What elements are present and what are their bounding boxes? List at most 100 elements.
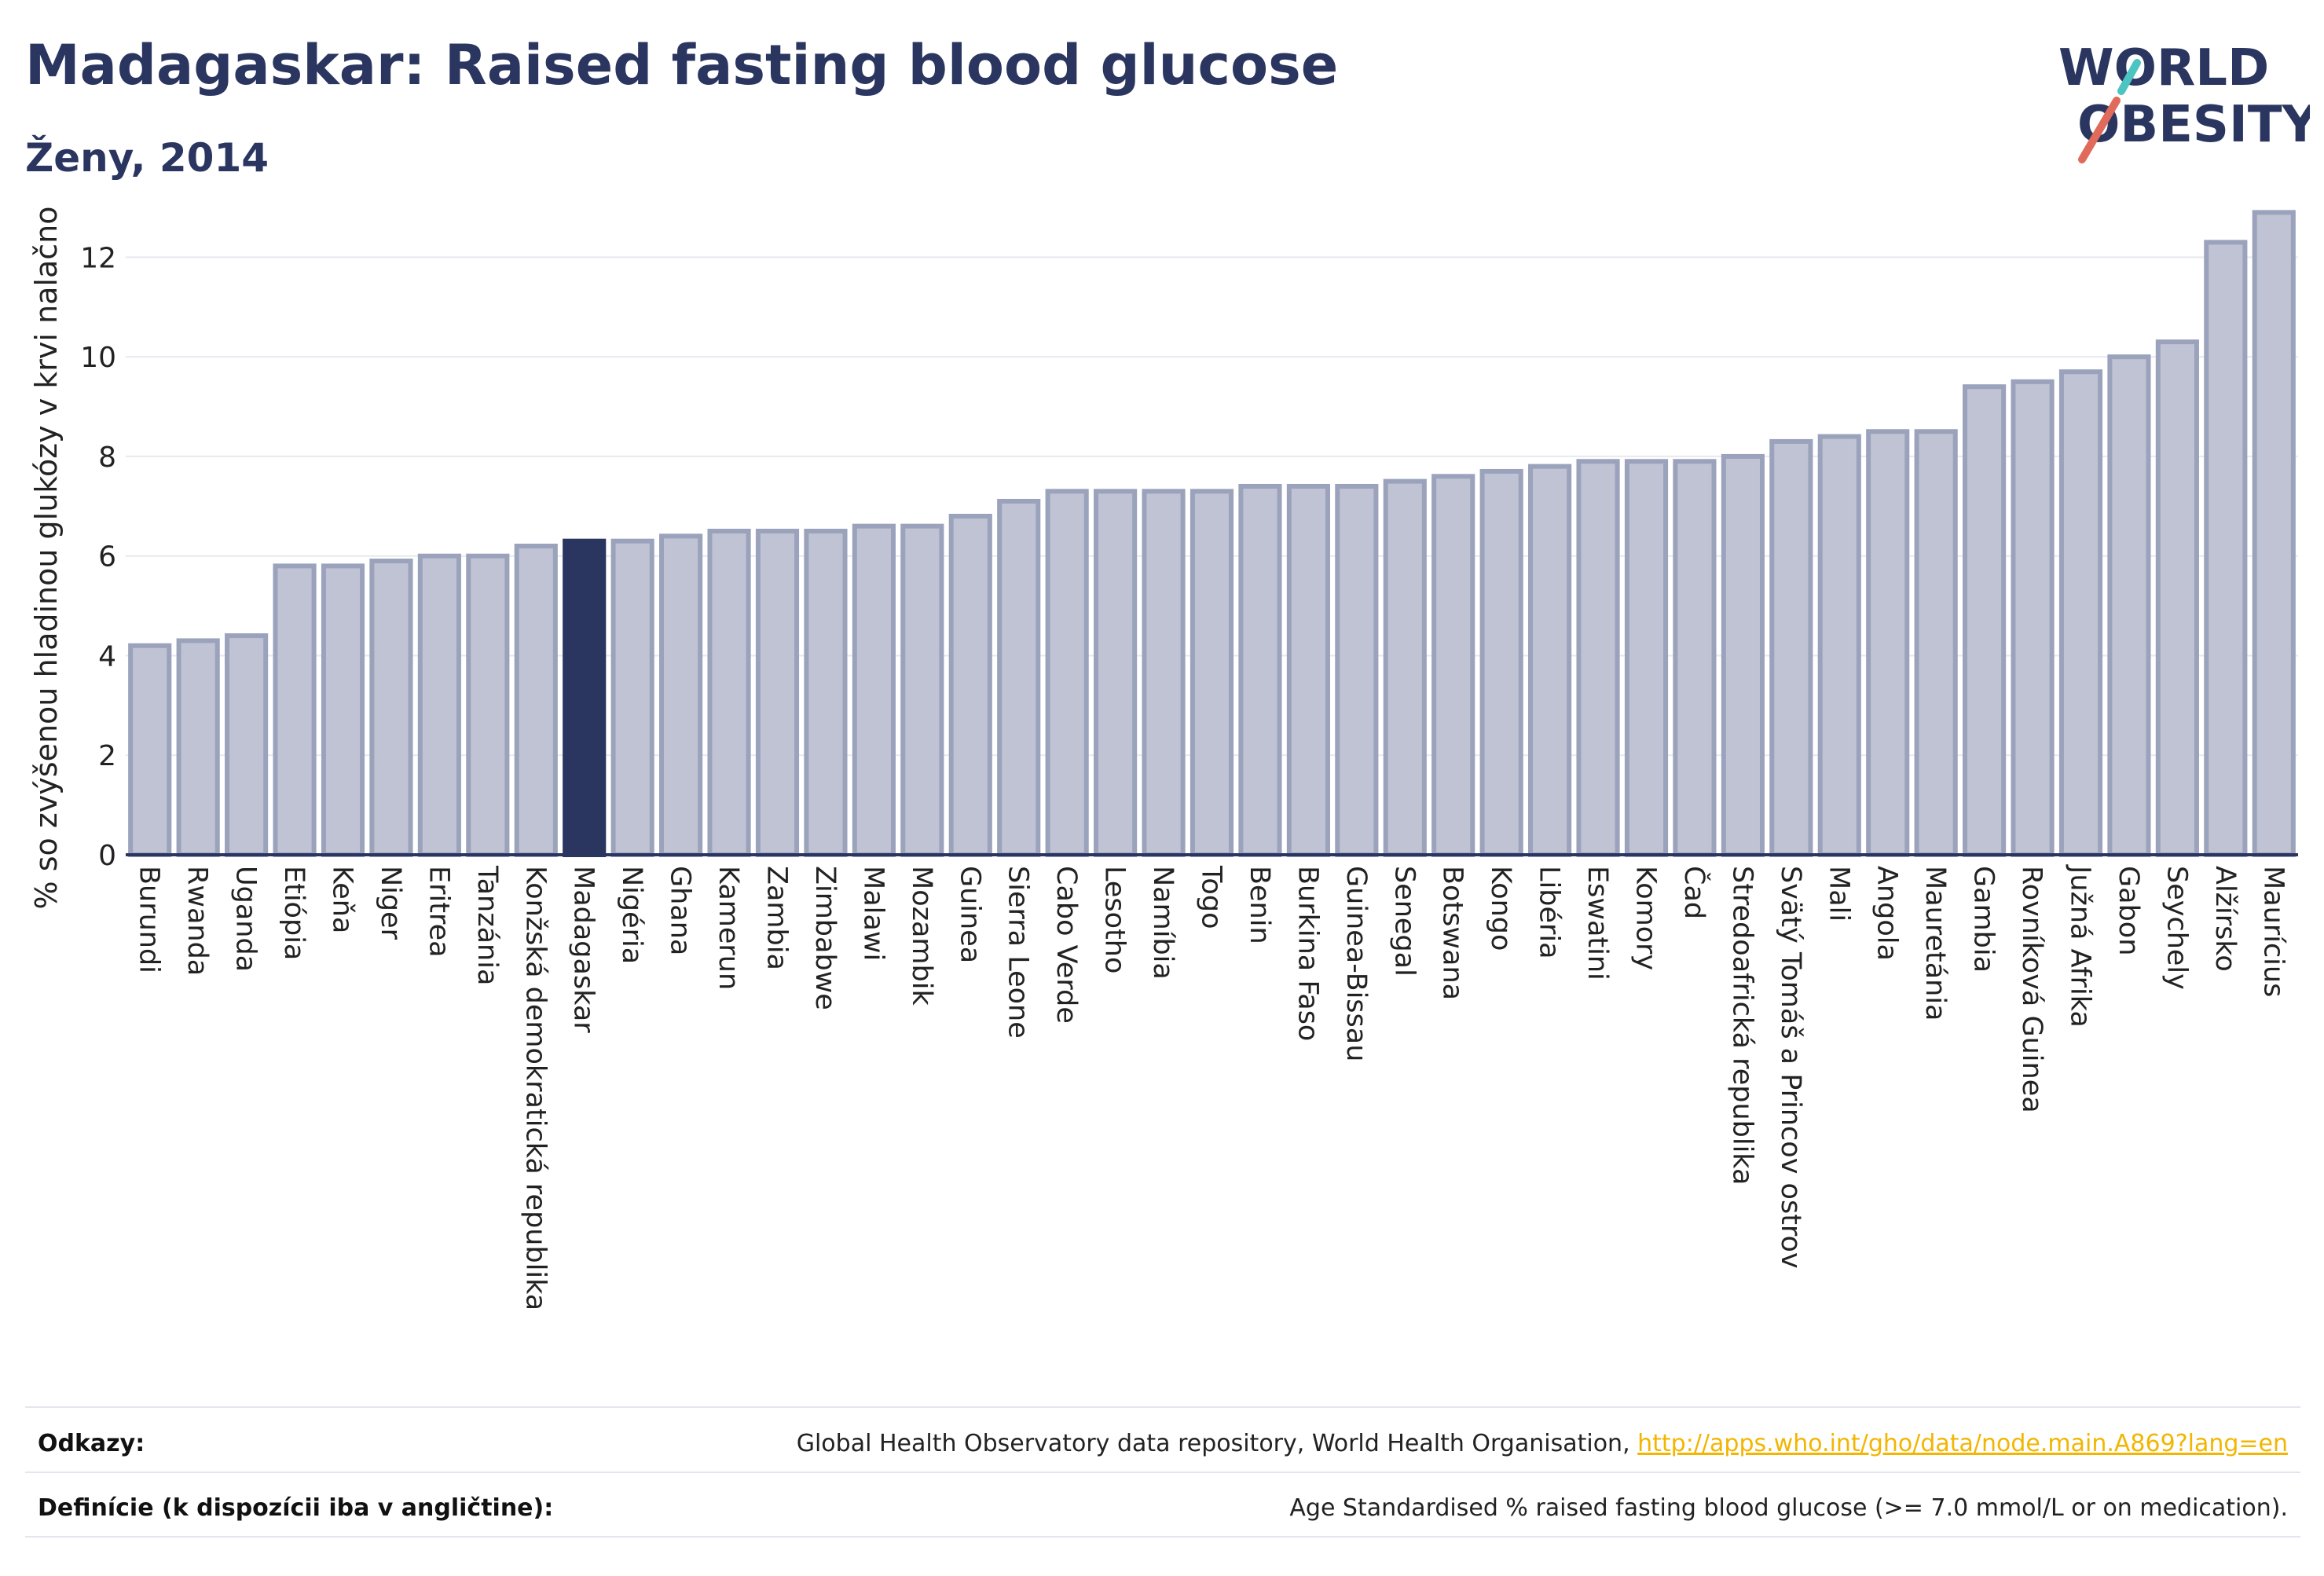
y-tick-label: 0 [98, 840, 116, 872]
bar-country[interactable] [417, 553, 461, 857]
bar-country[interactable] [1094, 489, 1138, 858]
bar-country[interactable] [1528, 464, 1572, 857]
x-tick-label: Gambia [1968, 866, 2000, 973]
x-tick-label: Etiópia [278, 866, 310, 960]
bar-country[interactable] [755, 529, 800, 857]
x-tick-label: Benin [1244, 866, 1275, 944]
bar-country[interactable] [1576, 459, 1620, 857]
references-value: Global Health Observatory data repositor… [797, 1430, 2288, 1457]
x-tick-label: Mauretánia [1919, 866, 1951, 1021]
x-tick-label: Tanzánia [471, 865, 503, 985]
x-tick-label: Eritrea [423, 866, 454, 958]
x-tick-labels: Burundi Rwanda Uganda Etiópia Keňa Niger Eritr… [134, 864, 2289, 1310]
x-tick-label: Svätý Tomáš a Princov ostrov [1775, 866, 1806, 1269]
x-tick-label: Togo [1196, 865, 1227, 929]
world-obesity-logo: WORLD OBESITY [2058, 39, 2310, 163]
x-tick-label: Uganda [230, 866, 262, 972]
bar-country[interactable] [1479, 468, 1523, 858]
bar-country[interactable] [1769, 438, 1813, 857]
bar-country[interactable] [176, 638, 220, 857]
x-tick-label: Malawi [857, 866, 889, 961]
bar-country[interactable] [1335, 483, 1379, 857]
bar-country[interactable] [1963, 384, 2007, 857]
bar-highlight[interactable] [563, 538, 607, 857]
bar-chart: 0 2 4 6 8 10 12 Burundi Rwanda Uganda Etiópia Keňa… [29, 207, 2298, 1310]
bar-country[interactable] [1673, 459, 1717, 857]
bar-country[interactable] [1286, 483, 1330, 857]
bar-country[interactable] [2107, 354, 2151, 857]
bar-country[interactable] [2252, 210, 2296, 857]
x-tick-label: Ghana [665, 866, 696, 955]
bar-country[interactable] [128, 643, 172, 858]
x-tick-label: Guinea [954, 866, 985, 963]
bar-country[interactable] [948, 513, 992, 857]
bar-country[interactable] [2011, 379, 2055, 858]
footer-divider-middle [25, 1472, 2300, 1473]
x-tick-label: Maurícius [2257, 866, 2289, 997]
bar-country[interactable] [1817, 434, 1861, 857]
bar-country[interactable] [225, 633, 269, 857]
bar-country[interactable] [997, 498, 1041, 857]
x-tick-label: Eswatini [1582, 866, 1613, 980]
bar-country[interactable] [707, 529, 751, 857]
x-tick-label: Čad [1678, 866, 1711, 919]
bar-country[interactable] [466, 553, 510, 857]
bar-country[interactable] [659, 533, 703, 858]
bar-country[interactable] [369, 559, 413, 857]
logo-slash-teal [2117, 59, 2141, 95]
x-tick-label: Cabo Verde [1050, 866, 1082, 1024]
bar-country[interactable] [1045, 489, 1089, 858]
logo-text-world: WORLD [2058, 39, 2269, 97]
bar-country[interactable] [610, 538, 654, 857]
footer-divider-bottom [25, 1536, 2300, 1538]
references-text: Global Health Observatory data repositor… [796, 1430, 1638, 1457]
bar-country[interactable] [273, 563, 317, 857]
x-tick-label: Botswana [1437, 866, 1468, 1000]
x-tick-label: Mozambik [906, 866, 937, 1006]
bar-country[interactable] [2204, 240, 2248, 857]
bar-country[interactable] [1142, 489, 1186, 858]
x-tick-label: Niger [375, 866, 406, 940]
bar-country[interactable] [2058, 369, 2103, 857]
x-tick-label: Guinea-Bissau [1340, 866, 1372, 1061]
bars [128, 210, 2296, 858]
bar-country[interactable] [1721, 453, 1765, 857]
bar-country[interactable] [514, 544, 558, 858]
definitions-label: Definície (k dispozícii iba v angličtine… [38, 1494, 554, 1522]
x-tick-label: Senegal [1388, 866, 1420, 977]
references-label: Odkazy: [38, 1430, 145, 1457]
x-tick-label: Kongo [1485, 866, 1516, 951]
x-tick-label: Alžírsko [2209, 866, 2241, 972]
chart-subtitle: Ženy, 2014 [25, 135, 269, 181]
bar-country[interactable] [1624, 459, 1669, 857]
y-tick-label: 4 [98, 640, 116, 673]
x-tick-label: Južná Afrika [2065, 864, 2096, 1028]
bar-country[interactable] [900, 523, 944, 858]
x-tick-label: Gabon [2113, 866, 2144, 955]
bar-country[interactable] [1866, 429, 1910, 857]
chart-title: Madagaskar: Raised fasting blood glucose [25, 33, 1339, 97]
y-tick-label: 10 [80, 342, 116, 374]
y-tick-label: 6 [98, 541, 116, 574]
references-link[interactable]: http://apps.who.int/gho/data/node.main.A… [1637, 1430, 2288, 1457]
bar-country[interactable] [1238, 483, 1282, 857]
x-tick-label: Komory [1630, 866, 1662, 970]
bar-country[interactable] [852, 523, 896, 858]
x-tick-label: Lesotho [1099, 866, 1131, 973]
bar-country[interactable] [2155, 339, 2199, 857]
bar-country[interactable] [1431, 474, 1475, 857]
x-tick-label: Libéria [1534, 866, 1565, 959]
x-tick-label: Nigéria [616, 866, 647, 964]
y-axis-label: % so zvýšenou hladinou glukózy v krvi na… [29, 207, 64, 910]
y-tick-label: 2 [98, 740, 116, 772]
bar-country[interactable] [1383, 478, 1427, 858]
bar-country[interactable] [804, 529, 848, 857]
x-tick-label: Namíbia [1147, 866, 1178, 980]
bar-country[interactable] [321, 563, 365, 857]
x-tick-label: Zambia [761, 866, 793, 970]
x-tick-label: Konžská demokratická republika [519, 866, 551, 1310]
x-tick-label: Rwanda [181, 866, 213, 976]
bar-country[interactable] [1189, 489, 1234, 858]
bar-country[interactable] [1914, 429, 1958, 857]
logo-slash-red [2078, 97, 2121, 163]
